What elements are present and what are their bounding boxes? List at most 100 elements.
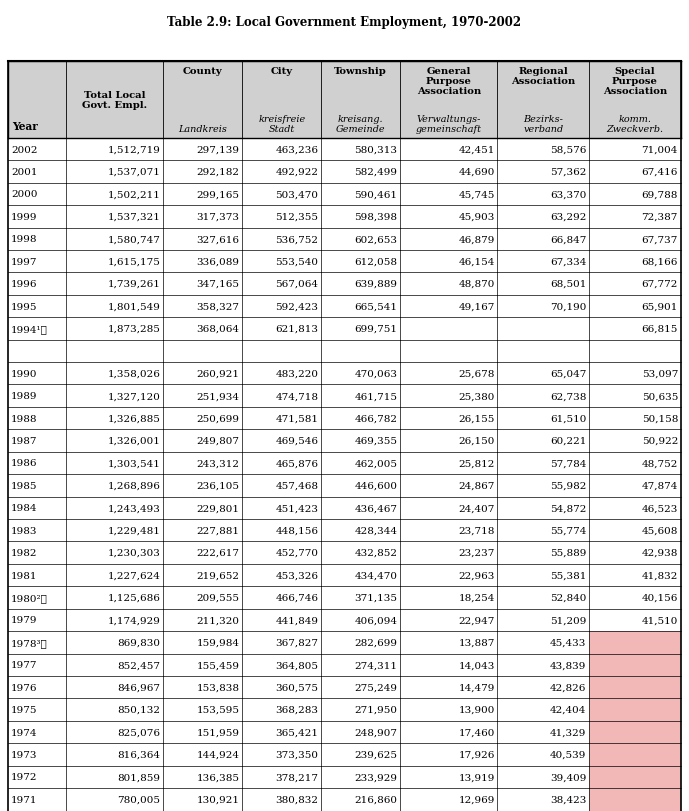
Bar [589, 385, 681, 407]
Bar [497, 497, 589, 519]
Bar [589, 654, 681, 676]
Text: 48,752: 48,752 [641, 459, 678, 468]
Text: 55,889: 55,889 [550, 548, 586, 557]
Bar [400, 228, 497, 251]
Text: 373,350: 373,350 [276, 750, 318, 759]
Bar [321, 161, 400, 183]
Text: 41,329: 41,329 [550, 727, 586, 736]
Text: 452,770: 452,770 [276, 548, 318, 557]
Bar [497, 139, 589, 161]
Bar [400, 430, 497, 453]
Text: 367,827: 367,827 [276, 638, 318, 647]
Bar [589, 295, 681, 318]
Text: 1,615,175: 1,615,175 [107, 257, 161, 266]
Bar [589, 183, 681, 206]
Bar [243, 228, 321, 251]
Text: 1,230,303: 1,230,303 [107, 548, 161, 557]
Bar [589, 251, 681, 273]
Bar [400, 766, 497, 788]
Bar [163, 788, 243, 810]
Text: 55,381: 55,381 [550, 571, 586, 580]
Text: 639,889: 639,889 [354, 280, 398, 289]
Bar [321, 586, 400, 609]
Text: 45,745: 45,745 [458, 190, 495, 200]
Bar [497, 453, 589, 474]
Bar [400, 542, 497, 564]
Bar [243, 385, 321, 407]
Bar [163, 654, 243, 676]
Text: 58,576: 58,576 [550, 145, 586, 154]
Bar [497, 609, 589, 631]
Text: 67,772: 67,772 [641, 280, 678, 289]
Bar [321, 251, 400, 273]
Bar [321, 609, 400, 631]
Bar [243, 341, 321, 363]
Bar [400, 251, 497, 273]
Text: 567,064: 567,064 [276, 280, 318, 289]
Bar [66, 766, 163, 788]
Text: 1978³⧏: 1978³⧏ [11, 638, 48, 647]
Bar [589, 206, 681, 228]
Bar [243, 497, 321, 519]
Text: 299,165: 299,165 [196, 190, 240, 200]
Bar [497, 318, 589, 341]
Bar [66, 654, 163, 676]
Text: 2001: 2001 [11, 168, 37, 177]
Text: 227,881: 227,881 [196, 526, 240, 535]
Text: 159,984: 159,984 [196, 638, 240, 647]
Bar [8, 631, 66, 654]
Bar [66, 318, 163, 341]
Text: 22,947: 22,947 [458, 616, 495, 624]
Bar [66, 407, 163, 430]
Bar [497, 430, 589, 453]
Text: 67,416: 67,416 [641, 168, 678, 177]
Bar [497, 407, 589, 430]
Bar [400, 385, 497, 407]
Text: 453,326: 453,326 [276, 571, 318, 580]
Bar [163, 183, 243, 206]
Text: Verwaltungs-
gemeinschaft: Verwaltungs- gemeinschaft [416, 114, 482, 134]
Bar [321, 788, 400, 810]
Bar [8, 654, 66, 676]
Text: 233,929: 233,929 [354, 772, 398, 782]
Text: Total Local
Govt. Empl.: Total Local Govt. Empl. [82, 91, 147, 109]
Bar [589, 519, 681, 542]
Bar [243, 183, 321, 206]
Text: 50,158: 50,158 [641, 414, 678, 423]
Bar [163, 721, 243, 744]
Text: 274,311: 274,311 [354, 660, 398, 669]
Bar [243, 139, 321, 161]
Bar [589, 474, 681, 497]
Bar [66, 542, 163, 564]
Text: 55,774: 55,774 [550, 526, 586, 535]
Text: 466,746: 466,746 [276, 594, 318, 603]
Text: 46,523: 46,523 [641, 504, 678, 513]
Bar [321, 698, 400, 721]
Text: 42,451: 42,451 [458, 145, 495, 154]
Bar [8, 586, 66, 609]
Bar [163, 519, 243, 542]
Bar [163, 273, 243, 295]
Bar [8, 788, 66, 810]
Text: 155,459: 155,459 [196, 660, 240, 669]
Bar [321, 676, 400, 698]
Text: 1985: 1985 [11, 481, 37, 491]
Text: 462,005: 462,005 [354, 459, 398, 468]
Bar [8, 721, 66, 744]
Text: 432,852: 432,852 [354, 548, 398, 557]
Bar [163, 766, 243, 788]
Bar [8, 385, 66, 407]
Bar [163, 341, 243, 363]
Text: 1983: 1983 [11, 526, 37, 535]
Bar [163, 206, 243, 228]
Text: 602,653: 602,653 [354, 235, 398, 244]
Text: 249,807: 249,807 [196, 436, 240, 445]
Text: 1,125,686: 1,125,686 [107, 594, 161, 603]
Bar [589, 363, 681, 385]
Bar [8, 62, 681, 139]
Bar [66, 698, 163, 721]
Text: 41,832: 41,832 [641, 571, 678, 580]
Text: 470,063: 470,063 [354, 369, 398, 378]
Bar [243, 273, 321, 295]
Text: 14,479: 14,479 [458, 683, 495, 692]
